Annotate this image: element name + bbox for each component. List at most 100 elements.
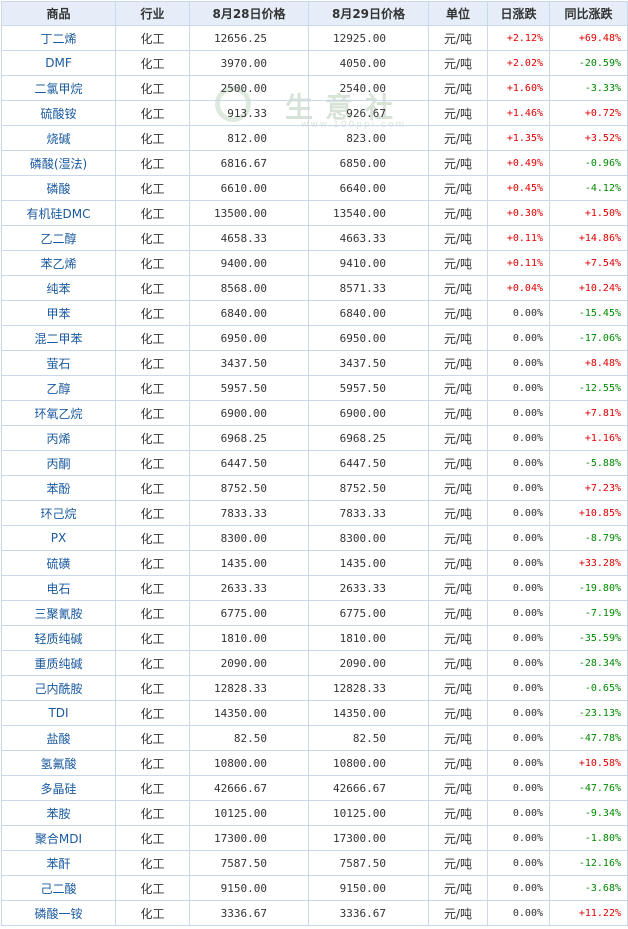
price-curr-cell: 5957.50 (308, 375, 429, 401)
commodity-link[interactable]: 己二酸 (1, 875, 116, 901)
commodity-link[interactable]: 苯乙烯 (1, 250, 116, 276)
industry-cell: 化工 (115, 325, 190, 351)
commodity-link[interactable]: 聚合MDI (1, 825, 116, 851)
yoy-change-cell: -7.19% (549, 600, 628, 626)
commodity-link[interactable]: 苯酐 (1, 850, 116, 876)
commodity-link[interactable]: 己内酰胺 (1, 675, 116, 701)
yoy-change-cell: +11.22% (549, 900, 628, 926)
table-row: 环氧乙烷 化工 6900.00 6900.00 元/吨 0.00% +7.81% (1, 400, 628, 426)
yoy-change-cell: +7.54% (549, 250, 628, 276)
industry-cell: 化工 (115, 75, 190, 101)
commodity-link[interactable]: 硫酸铵 (1, 100, 116, 126)
commodity-link[interactable]: 苯胺 (1, 800, 116, 826)
unit-cell: 元/吨 (428, 575, 488, 601)
price-prev-cell: 3437.50 (189, 350, 309, 376)
commodity-link[interactable]: 轻质纯碱 (1, 625, 116, 651)
yoy-change-cell: +7.23% (549, 475, 628, 501)
table-row: 己二酸 化工 9150.00 9150.00 元/吨 0.00% -3.68% (1, 875, 628, 901)
table-row: 丙烯 化工 6968.25 6968.25 元/吨 0.00% +1.16% (1, 425, 628, 451)
price-prev-cell: 1810.00 (189, 625, 309, 651)
table-row: 苯酚 化工 8752.50 8752.50 元/吨 0.00% +7.23% (1, 475, 628, 501)
price-prev-cell: 42666.67 (189, 775, 309, 801)
yoy-change-cell: +10.58% (549, 750, 628, 776)
daily-change-cell: 0.00% (487, 675, 550, 701)
price-curr-cell: 42666.67 (308, 775, 429, 801)
unit-cell: 元/吨 (428, 800, 488, 826)
commodity-link[interactable]: 电石 (1, 575, 116, 601)
yoy-change-cell: -35.59% (549, 625, 628, 651)
commodity-link[interactable]: 苯酚 (1, 475, 116, 501)
header-price-prev: 8月28日价格 (189, 1, 309, 26)
commodity-link[interactable]: 丙烯 (1, 425, 116, 451)
price-curr-cell: 82.50 (308, 725, 429, 751)
table-row: 盐酸 化工 82.50 82.50 元/吨 0.00% -47.78% (1, 725, 628, 751)
unit-cell: 元/吨 (428, 175, 488, 201)
industry-cell: 化工 (115, 300, 190, 326)
unit-cell: 元/吨 (428, 275, 488, 301)
industry-cell: 化工 (115, 400, 190, 426)
daily-change-cell: +0.49% (487, 150, 550, 176)
unit-cell: 元/吨 (428, 25, 488, 51)
commodity-link[interactable]: 环氧乙烷 (1, 400, 116, 426)
yoy-change-cell: -12.55% (549, 375, 628, 401)
commodity-link[interactable]: 丙酮 (1, 450, 116, 476)
price-curr-cell: 9410.00 (308, 250, 429, 276)
industry-cell: 化工 (115, 125, 190, 151)
table-row: 聚合MDI 化工 17300.00 17300.00 元/吨 0.00% -1.80% (1, 825, 628, 851)
header-yoy-change: 同比涨跌 (549, 1, 628, 26)
commodity-link[interactable]: 有机硅DMC (1, 200, 116, 226)
commodity-link[interactable]: 乙二醇 (1, 225, 116, 251)
industry-cell: 化工 (115, 450, 190, 476)
price-prev-cell: 10125.00 (189, 800, 309, 826)
industry-cell: 化工 (115, 750, 190, 776)
commodity-link[interactable]: 重质纯碱 (1, 650, 116, 676)
table-row: 甲苯 化工 6840.00 6840.00 元/吨 0.00% -15.45% (1, 300, 628, 326)
price-curr-cell: 1435.00 (308, 550, 429, 576)
price-prev-cell: 7587.50 (189, 850, 309, 876)
price-prev-cell: 8568.00 (189, 275, 309, 301)
yoy-change-cell: -1.80% (549, 825, 628, 851)
commodity-link[interactable]: DMF (1, 50, 116, 76)
commodity-link[interactable]: 三聚氰胺 (1, 600, 116, 626)
industry-cell: 化工 (115, 500, 190, 526)
price-curr-cell: 6968.25 (308, 425, 429, 451)
daily-change-cell: 0.00% (487, 325, 550, 351)
price-prev-cell: 2500.00 (189, 75, 309, 101)
price-prev-cell: 6900.00 (189, 400, 309, 426)
table-row: 烧碱 化工 812.00 823.00 元/吨 +1.35% +3.52% (1, 125, 628, 151)
price-curr-cell: 4050.00 (308, 50, 429, 76)
commodity-link[interactable]: TDI (1, 700, 116, 726)
price-prev-cell: 8752.50 (189, 475, 309, 501)
commodity-link[interactable]: 环己烷 (1, 500, 116, 526)
commodity-link[interactable]: 多晶硅 (1, 775, 116, 801)
industry-cell: 化工 (115, 650, 190, 676)
industry-cell: 化工 (115, 150, 190, 176)
commodity-link[interactable]: 萤石 (1, 350, 116, 376)
price-prev-cell: 3970.00 (189, 50, 309, 76)
table-body: 丁二烯 化工 12656.25 12925.00 元/吨 +2.12% +69.48% DMF… (1, 25, 628, 926)
daily-change-cell: 0.00% (487, 800, 550, 826)
commodity-link[interactable]: 二氯甲烷 (1, 75, 116, 101)
commodity-link[interactable]: 纯苯 (1, 275, 116, 301)
price-curr-cell: 926.67 (308, 100, 429, 126)
commodity-link[interactable]: 丁二烯 (1, 25, 116, 51)
price-curr-cell: 2540.00 (308, 75, 429, 101)
daily-change-cell: 0.00% (487, 425, 550, 451)
price-curr-cell: 4663.33 (308, 225, 429, 251)
price-curr-cell: 6840.00 (308, 300, 429, 326)
commodity-link[interactable]: 氢氟酸 (1, 750, 116, 776)
commodity-link[interactable]: 甲苯 (1, 300, 116, 326)
table-row: 重质纯碱 化工 2090.00 2090.00 元/吨 0.00% -28.34% (1, 650, 628, 676)
commodity-link[interactable]: 硫磺 (1, 550, 116, 576)
unit-cell: 元/吨 (428, 775, 488, 801)
unit-cell: 元/吨 (428, 375, 488, 401)
commodity-link[interactable]: PX (1, 525, 116, 551)
commodity-link[interactable]: 磷酸(湿法) (1, 150, 116, 176)
commodity-link[interactable]: 乙醇 (1, 375, 116, 401)
commodity-link[interactable]: 混二甲苯 (1, 325, 116, 351)
commodity-link[interactable]: 盐酸 (1, 725, 116, 751)
commodity-link[interactable]: 磷酸 (1, 175, 116, 201)
commodity-link[interactable]: 磷酸一铵 (1, 900, 116, 926)
commodity-link[interactable]: 烧碱 (1, 125, 116, 151)
